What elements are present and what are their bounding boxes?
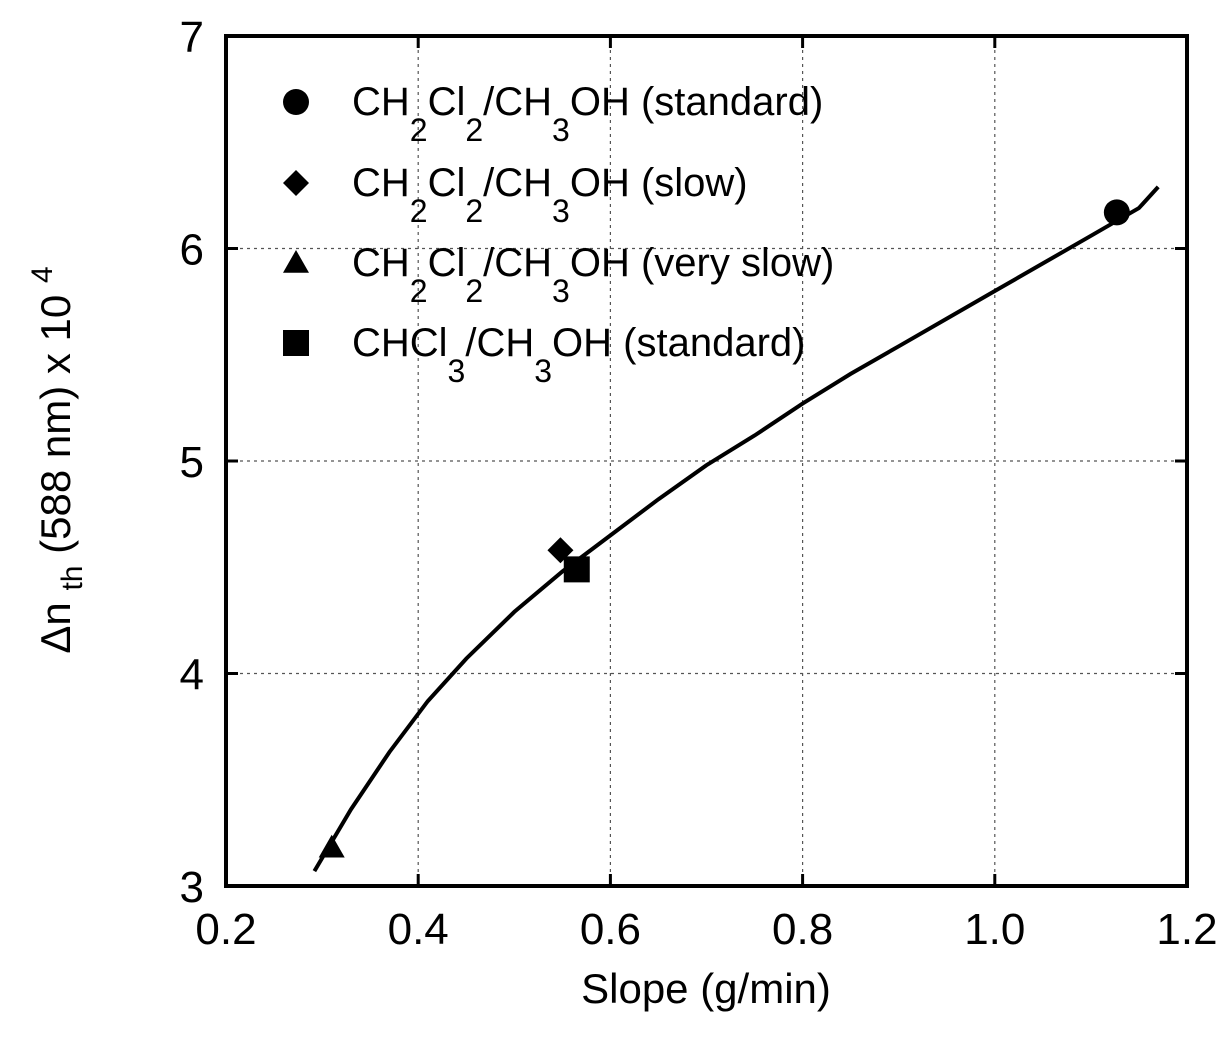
axis-ticks [224, 34, 1189, 888]
x-tick-labels: 0.2 0.4 0.6 0.8 1.0 1.2 [195, 905, 1217, 954]
legend-marker-circle [283, 89, 309, 115]
x-tick-label: 0.2 [195, 905, 256, 954]
x-tick-label: 0.6 [580, 905, 641, 954]
legend: CH2Cl2/CH3OH (standard) CH2Cl2/CH3OH (slo… [283, 80, 834, 389]
x-tick-label: 0.8 [772, 905, 833, 954]
data-point-circle [1103, 199, 1130, 226]
legend-label: CHCl3/CH3OH (standard) [352, 321, 805, 389]
legend-label: CH2Cl2/CH3OH (standard) [352, 80, 823, 148]
y-axis-title-superscript: 4 [26, 266, 59, 283]
y-tick-label: 4 [180, 651, 204, 700]
x-tick-label: 1.0 [964, 905, 1025, 954]
fit-curve [312, 185, 1160, 873]
y-axis-title-subscript: th [56, 566, 89, 591]
legend-marker-square [283, 330, 309, 356]
legend-marker-diamond [283, 170, 309, 196]
x-tick-label: 1.2 [1156, 905, 1217, 954]
legend-marker-triangle [283, 250, 309, 273]
y-tick-label: 6 [180, 226, 204, 275]
y-axis-title-prefix: Δn [32, 602, 79, 653]
y-tick-label: 3 [180, 863, 204, 912]
x-axis-title: Slope (g/min) [581, 965, 831, 1012]
grid-lines [226, 36, 1187, 886]
data-point-triangle [318, 834, 345, 858]
data-markers [318, 199, 1130, 858]
data-point-square [563, 556, 590, 583]
y-tick-labels: 3 4 5 6 7 [180, 13, 204, 912]
y-tick-label: 7 [180, 13, 204, 62]
y-axis-title-middle: (588 nm) x 10 [32, 295, 79, 554]
y-axis-title: Δn th (588 nm) x 10 4 [26, 266, 91, 653]
legend-label: CH2Cl2/CH3OH (slow) [352, 161, 748, 229]
x-tick-label: 0.4 [388, 905, 449, 954]
legend-label: CH2Cl2/CH3OH (very slow) [352, 241, 834, 309]
y-tick-label: 5 [180, 438, 204, 487]
